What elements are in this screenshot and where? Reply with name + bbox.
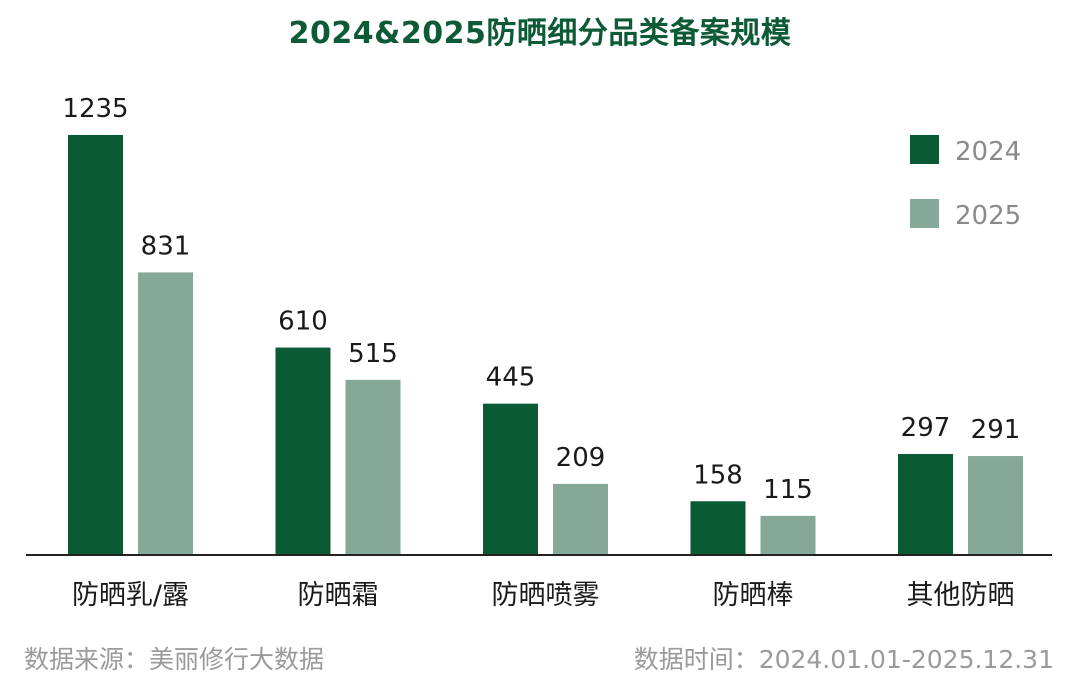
category-label-3: 防晒喷雾: [492, 580, 600, 611]
value-label-2025-2: 515: [348, 339, 398, 369]
bar-2024-2: [275, 347, 331, 555]
value-label-2025-5: 291: [971, 415, 1021, 445]
category-label-2: 防晒霜: [298, 580, 379, 611]
bar-2025-5: [968, 456, 1023, 555]
bar-2025-3: [553, 483, 608, 555]
value-labels-group: 1235 831 610 515 445 209 158 115 297 291: [62, 94, 1020, 505]
bar-2025-2: [345, 379, 401, 555]
bars-group: [68, 135, 1023, 555]
legend-label-2024: 2024: [955, 137, 1021, 167]
category-labels-group: 防晒乳/露 防晒霜 防晒喷雾 防晒棒 其他防晒: [72, 580, 1015, 611]
value-label-2024-4: 158: [693, 460, 743, 490]
data-source-note: 数据来源：美丽修行大数据: [24, 645, 325, 674]
value-label-2025-1: 831: [141, 231, 191, 261]
value-label-2024-3: 445: [486, 363, 536, 393]
bar-2024-3: [483, 403, 538, 555]
legend-swatch-2024: [910, 135, 939, 164]
value-label-2024-5: 297: [901, 413, 951, 443]
legend-swatch-2025: [910, 199, 939, 228]
value-label-2024-2: 610: [278, 307, 328, 337]
value-label-2025-4: 115: [763, 475, 813, 505]
value-label-2025-3: 209: [556, 443, 606, 473]
category-label-4: 防晒棒: [713, 580, 794, 611]
bar-2024-4: [690, 501, 746, 555]
legend-label-2025: 2025: [955, 201, 1021, 231]
bar-2024-5: [898, 453, 953, 555]
chart-title: 2024&2025防晒细分品类备案规模: [288, 16, 792, 51]
value-label-2024-1: 1235: [62, 94, 128, 124]
data-period-note: 数据时间：2024.01.01-2025.12.31: [633, 645, 1054, 674]
bar-2025-4: [760, 515, 816, 555]
category-label-1: 防晒乳/露: [72, 580, 189, 611]
category-label-5: 其他防晒: [907, 580, 1015, 611]
bar-2024-1: [68, 135, 123, 555]
legend: 2024 2025: [910, 135, 1021, 231]
bar-2025-1: [138, 272, 193, 555]
